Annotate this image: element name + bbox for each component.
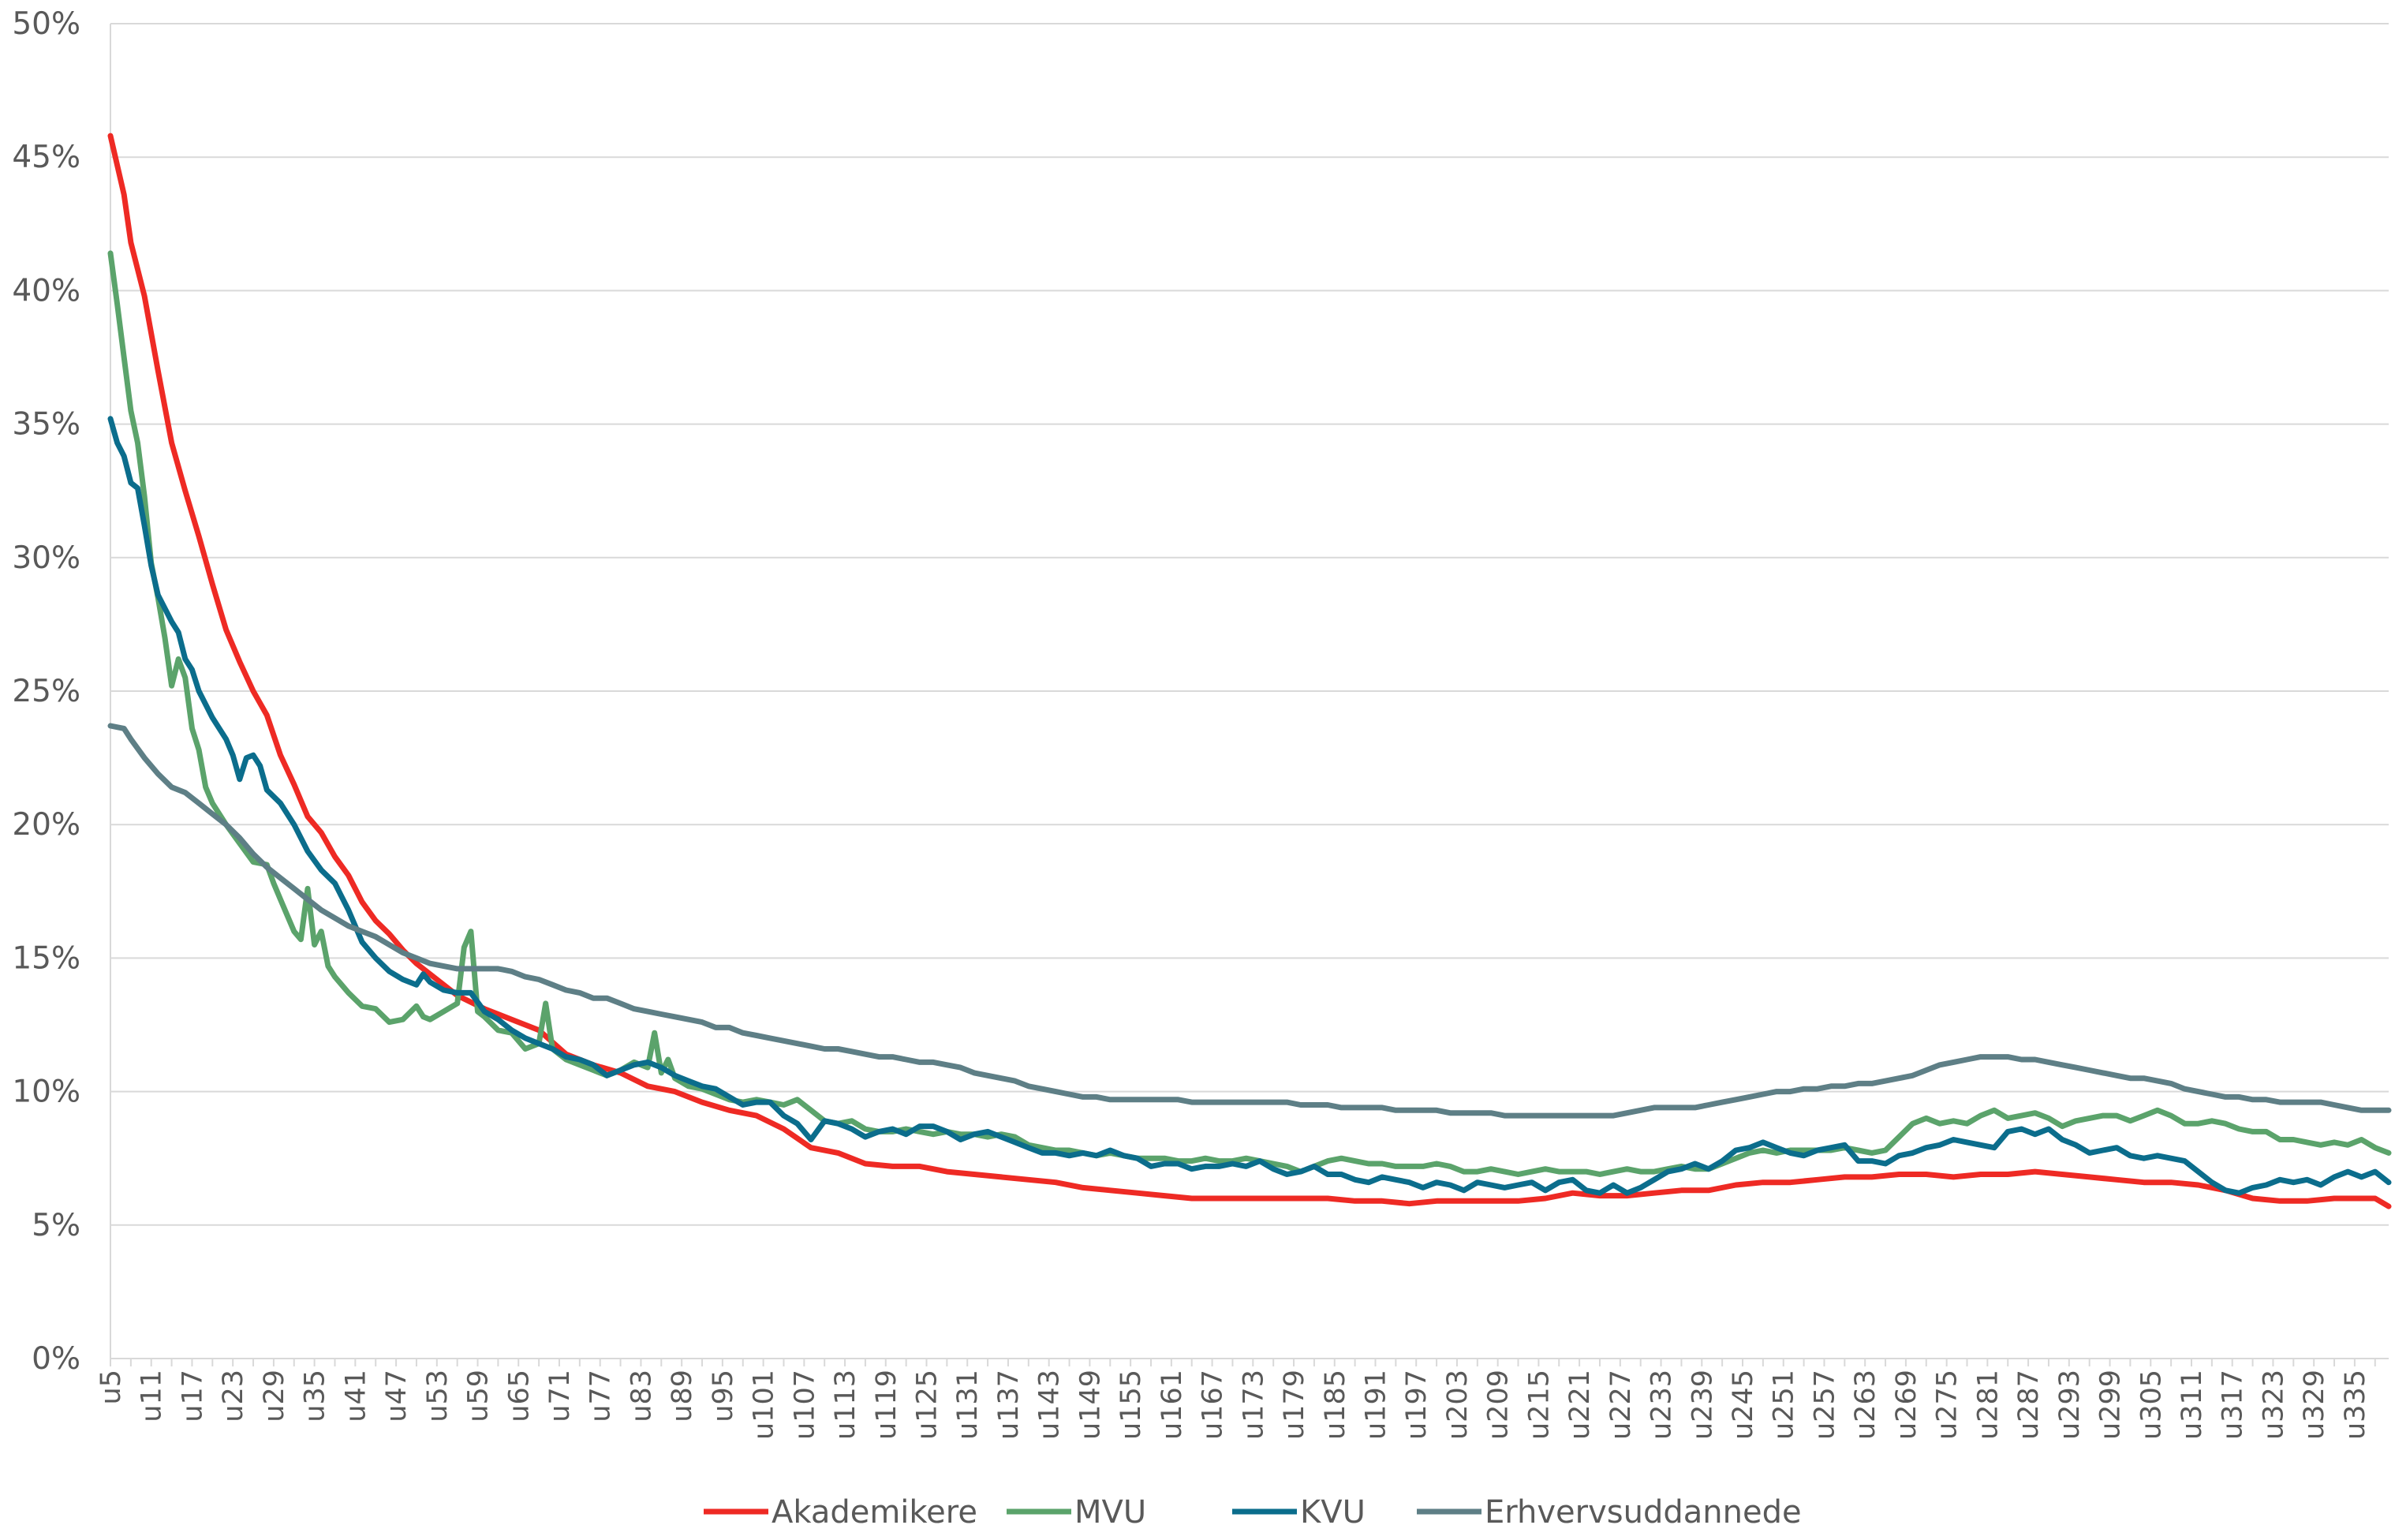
x-tick-label: u89	[667, 1370, 698, 1422]
x-tick-label: u293	[2054, 1370, 2086, 1440]
x-tick-label: u71	[544, 1370, 576, 1422]
x-tick-label: u311	[2176, 1370, 2208, 1440]
x-tick-label: u29	[259, 1370, 290, 1422]
y-tick-label: 45%	[12, 140, 80, 175]
legend-label: Erhvervsuddannede	[1485, 1494, 1802, 1531]
x-tick-label: u185	[1320, 1370, 1351, 1440]
y-tick-label: 5%	[32, 1208, 80, 1243]
x-tick-label: u143	[1034, 1370, 1066, 1440]
series-line-kvu	[107, 416, 2392, 1196]
x-tick-label: u323	[2258, 1370, 2289, 1440]
x-tick-label: u53	[422, 1370, 454, 1422]
x-tick-label: u11	[136, 1370, 168, 1422]
x-tick-label: u125	[912, 1370, 943, 1440]
x-tick-label: u95	[708, 1370, 739, 1422]
x-tick-label: u263	[1850, 1370, 1881, 1440]
x-tick-label: u191	[1360, 1370, 1392, 1440]
x-tick-label: u197	[1401, 1370, 1433, 1440]
y-tick-label: 20%	[12, 807, 80, 843]
legend-item-erhvervsuddannede: Erhvervsuddannede	[1417, 1494, 1802, 1531]
x-tick-label: u305	[2135, 1370, 2167, 1440]
x-tick-label: u221	[1564, 1370, 1596, 1440]
x-tick-label: u59	[463, 1370, 495, 1422]
legend-item-akademikere: Akademikere	[704, 1494, 977, 1531]
legend-item-kvu: KVU	[1232, 1494, 1366, 1531]
x-tick-label: u173	[1238, 1370, 1269, 1440]
x-tick-label: u287	[2013, 1370, 2045, 1440]
gridlines	[110, 23, 2389, 1226]
x-tick-label: u77	[585, 1370, 617, 1422]
x-tick-label: u17	[177, 1370, 208, 1422]
x-tick-label: u101	[749, 1370, 780, 1440]
x-tick-label: u203	[1442, 1370, 1474, 1440]
x-tick-label: u245	[1728, 1370, 1759, 1440]
x-tick-label: u251	[1769, 1370, 1800, 1440]
y-tick-label: 30%	[12, 540, 80, 576]
legend-label: KVU	[1300, 1494, 1366, 1531]
x-tick-label: u275	[1932, 1370, 1963, 1440]
x-axis-ticks: u5 u11 u17 u23 u29 u35 u41 u47 u53 u59 u65 u71 u77 u8…	[95, 1370, 2371, 1440]
legend: Akademikere MVU KVU Erhvervsuddannede	[704, 1494, 1802, 1531]
y-tick-label: 25%	[12, 674, 80, 709]
x-tick-label: u155	[1115, 1370, 1147, 1440]
legend-item-mvu: MVU	[1007, 1494, 1146, 1531]
x-tick-label: u329	[2299, 1370, 2330, 1440]
x-tick-label: u179	[1279, 1370, 1310, 1440]
x-tick-label: u65	[503, 1370, 535, 1422]
x-tick-label: u317	[2218, 1370, 2249, 1440]
y-tick-label: 35%	[12, 407, 80, 443]
legend-label: MVU	[1074, 1494, 1146, 1531]
y-tick-label: 10%	[12, 1075, 80, 1110]
x-tick-label: u161	[1156, 1370, 1188, 1440]
x-tick-label: u335	[2340, 1370, 2371, 1440]
series-line-mvu	[107, 250, 2392, 1177]
axes	[110, 24, 2389, 1366]
x-tick-label: u269	[1891, 1370, 1922, 1440]
y-tick-label: 0%	[32, 1341, 80, 1377]
x-tick-label: u209	[1483, 1370, 1515, 1440]
x-tick-label: u83	[626, 1370, 657, 1422]
x-tick-label: u41	[340, 1370, 372, 1422]
x-tick-label: u257	[1809, 1370, 1840, 1440]
x-tick-label: u167	[1198, 1370, 1229, 1440]
x-tick-label: u299	[2095, 1370, 2127, 1440]
x-tick-label: u5	[95, 1370, 127, 1404]
x-tick-label: u233	[1646, 1370, 1678, 1440]
x-tick-label: u35	[300, 1370, 331, 1422]
series-line-akademikere	[107, 133, 2392, 1209]
x-tick-label: u149	[1074, 1370, 1106, 1440]
x-tick-label: u131	[952, 1370, 984, 1440]
x-tick-label: u239	[1687, 1370, 1718, 1440]
y-tick-label: 40%	[12, 273, 80, 308]
y-axis-ticks: 0% 5% 10% 15% 20% 25% 30% 35% 40% 45% 50%	[12, 6, 80, 1377]
y-tick-label: 50%	[12, 6, 80, 42]
x-tick-label: u23	[218, 1370, 249, 1422]
x-tick-label: u47	[381, 1370, 413, 1422]
x-tick-label: u113	[830, 1370, 861, 1440]
x-tick-label: u227	[1605, 1370, 1637, 1440]
x-tick-label: u119	[871, 1370, 902, 1440]
y-tick-label: 15%	[12, 940, 80, 976]
legend-label: Akademikere	[772, 1494, 977, 1531]
series-line-erhvervsuddannede	[107, 723, 2392, 1119]
x-tick-label: u137	[993, 1370, 1025, 1440]
series-lines	[107, 133, 2392, 1209]
x-tick-label: u281	[1972, 1370, 2004, 1440]
x-tick-label: u107	[789, 1370, 820, 1440]
x-tick-label: u215	[1523, 1370, 1555, 1440]
